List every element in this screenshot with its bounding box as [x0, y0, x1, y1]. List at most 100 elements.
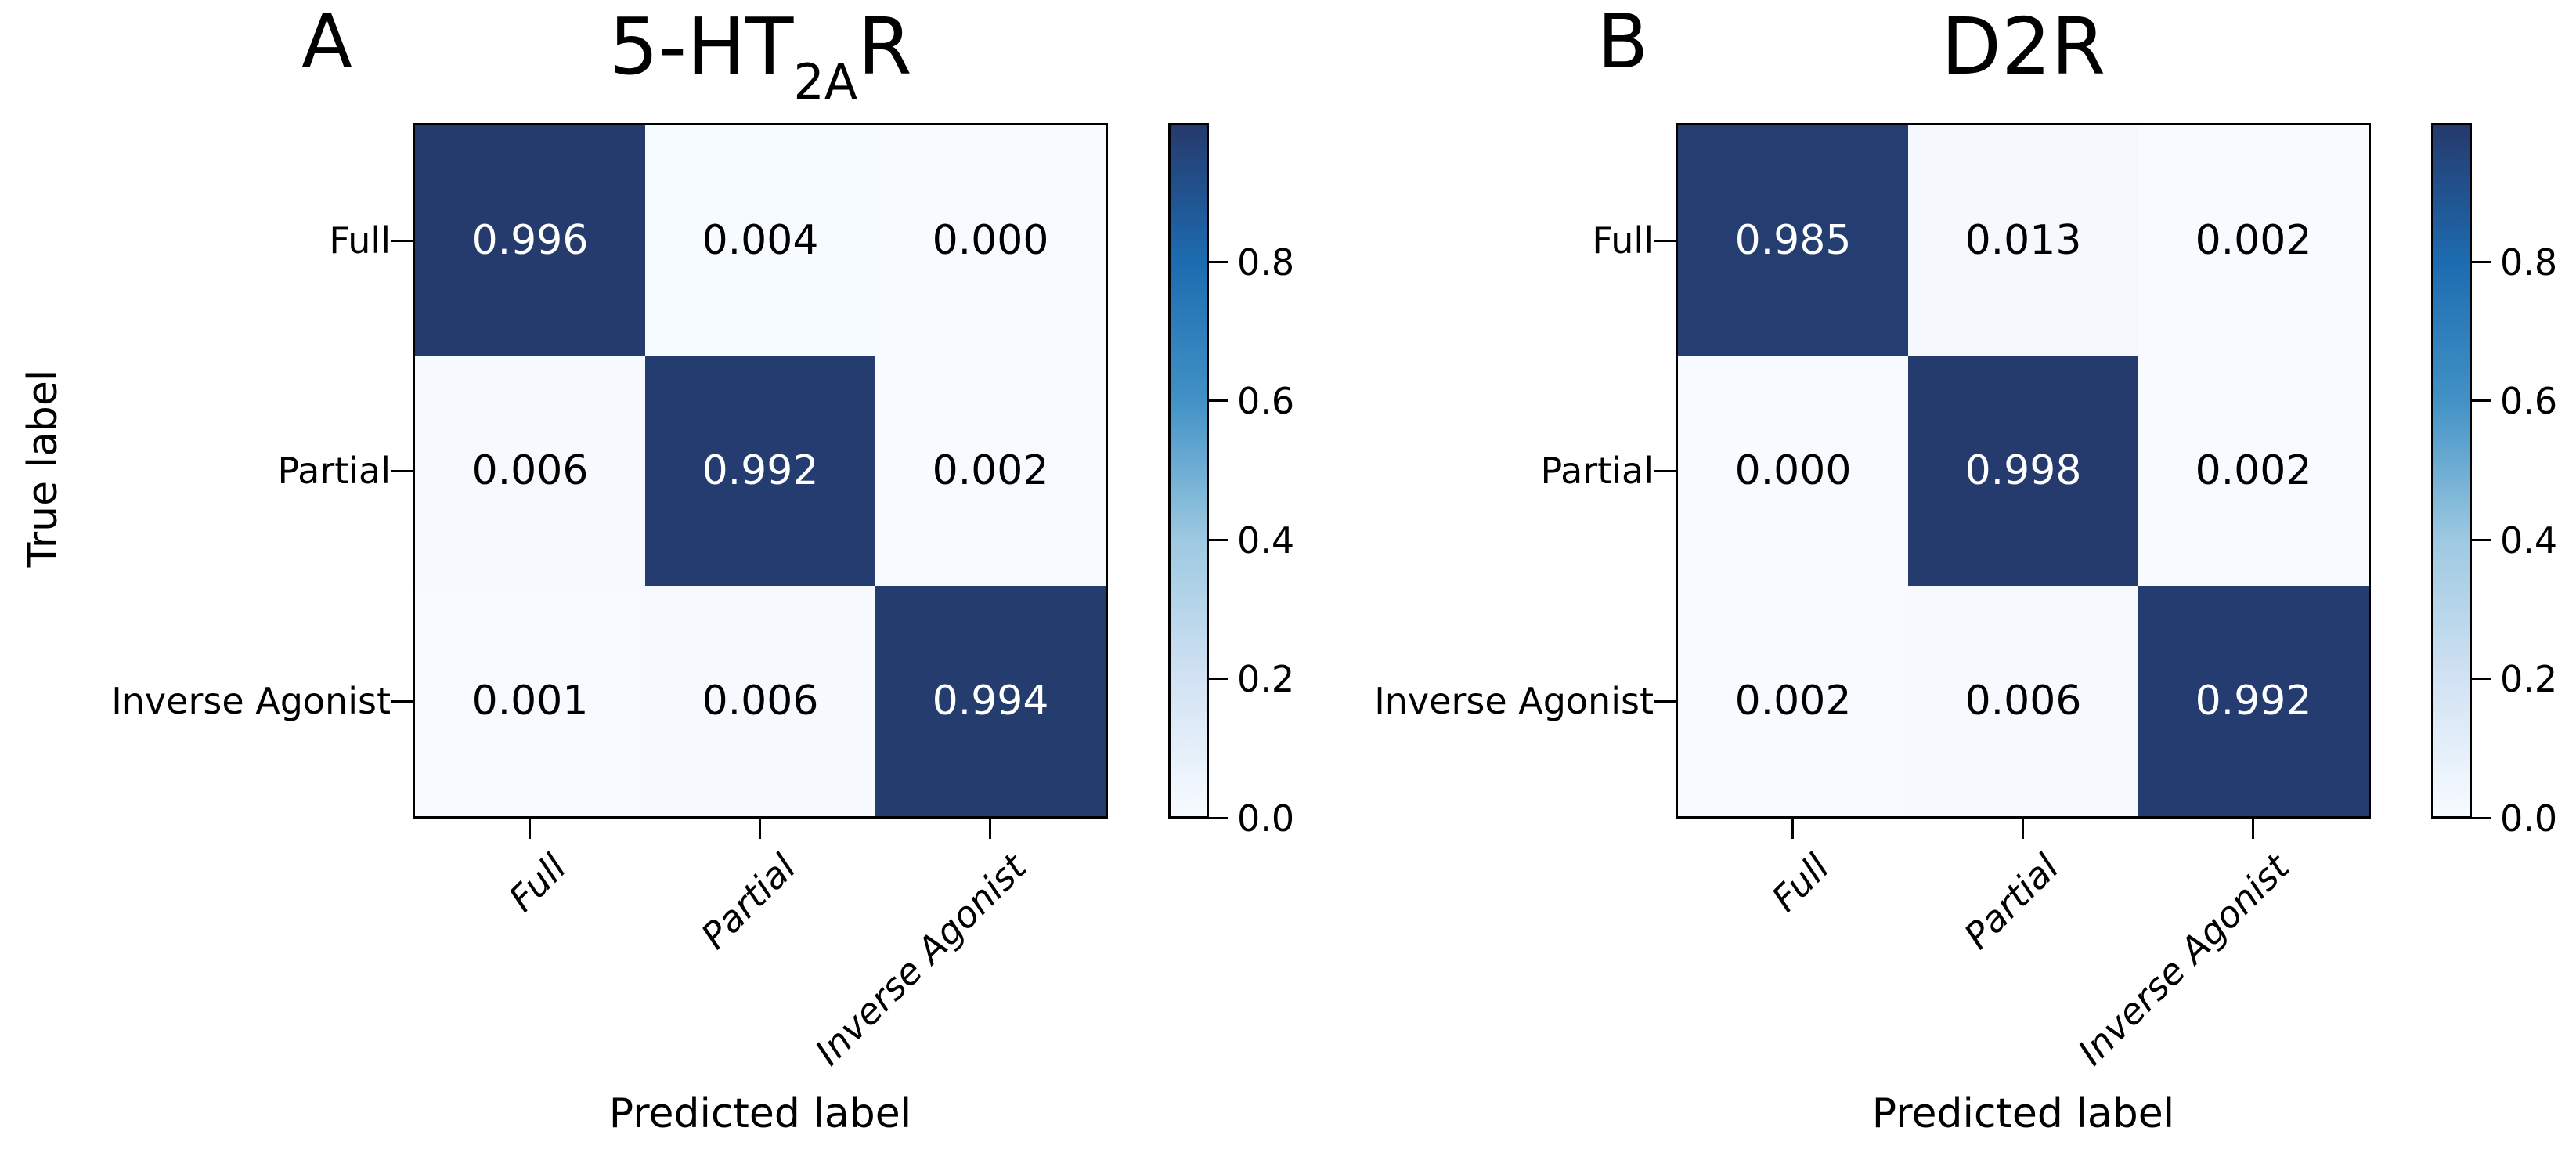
cell-value: 0.998	[1964, 447, 2082, 494]
matrix-cell: 0.998	[1908, 356, 2138, 586]
cell-value: 0.006	[702, 678, 819, 725]
y-tick-label: Partial	[277, 450, 391, 492]
x-tick-label: Inverse Agonist	[2069, 846, 2298, 1074]
x-tick-label: Full	[1762, 846, 1838, 920]
cell-value: 0.001	[471, 678, 589, 725]
cell-value: 0.985	[1734, 217, 1852, 264]
colorbar-tick-label: 0.4	[2500, 519, 2558, 562]
title-subscript: 2A	[793, 53, 858, 110]
title-suffix: R	[857, 1, 912, 92]
y-tick-mark	[1654, 700, 1676, 703]
colorbar-tick-label: 0.8	[2500, 240, 2558, 284]
cell-value: 0.013	[1964, 217, 2082, 264]
x-tick-label: Partial	[1956, 846, 2068, 957]
cell-value: 0.992	[2195, 678, 2312, 725]
x-tick-mark	[989, 819, 991, 839]
panel-letter: B	[1597, 0, 1649, 85]
cell-value: 0.002	[2195, 217, 2312, 264]
colorbar-ticks: 0.8 0.6 0.4 0.2 0.0	[2472, 123, 2576, 840]
matrix-cell: 0.002	[2138, 356, 2369, 586]
y-tick-label: Inverse Agonist	[111, 680, 391, 722]
colorbar-tick-label: 0.2	[1237, 658, 1295, 701]
colorbar-tick-mark	[2472, 260, 2491, 263]
confusion-matrix: 0.985 0.013 0.002 0.000 0.998 0.002 0.00…	[1676, 123, 2371, 819]
matrix-cell: 0.006	[645, 586, 875, 816]
colorbar-tick-label: 0.0	[2500, 797, 2558, 840]
matrix-cell: 0.006	[1908, 586, 2138, 816]
colorbar-ticks: 0.8 0.6 0.4 0.2 0.0	[1209, 123, 1366, 840]
colorbar-tick-mark	[1209, 817, 1228, 819]
colorbar-tick-mark	[1209, 260, 1228, 263]
cell-value: 0.006	[471, 447, 589, 494]
x-tick-label: Inverse Agonist	[806, 846, 1035, 1074]
x-tick-mark	[2022, 819, 2024, 839]
matrix-cell: 0.000	[1678, 356, 1908, 586]
panel-letter: A	[301, 0, 352, 85]
colorbar	[2431, 123, 2472, 819]
matrix-cell: 0.985	[1678, 125, 1908, 356]
colorbar	[1168, 123, 1209, 819]
cell-value: 0.004	[702, 217, 819, 264]
colorbar-tick-label: 0.6	[1237, 380, 1295, 423]
matrix-cell: 0.992	[645, 356, 875, 586]
matrix-cell: 0.001	[415, 586, 645, 816]
y-axis-label: True label	[20, 369, 67, 568]
cell-value: 0.002	[1734, 678, 1852, 725]
matrix-cell: 0.992	[2138, 586, 2369, 816]
y-tick-mark	[1654, 240, 1676, 242]
y-axis-label	[1283, 123, 1329, 814]
matrix-cell: 0.994	[875, 586, 1106, 816]
x-tick-label: Full	[500, 846, 575, 920]
colorbar-tick-label: 0.8	[1237, 240, 1295, 284]
colorbar-tick-mark	[1209, 399, 1228, 403]
x-tick-label: Partial	[693, 846, 805, 957]
cell-value: 0.002	[2195, 447, 2312, 494]
cell-value: 0.994	[932, 678, 1049, 725]
x-tick-mark	[759, 819, 761, 839]
matrix-cell: 0.002	[2138, 125, 2369, 356]
colorbar-tick-mark	[1209, 538, 1228, 541]
y-tick-label: Full	[1592, 219, 1654, 262]
cell-value: 0.002	[932, 447, 1049, 494]
y-tick-label: Full	[329, 219, 391, 262]
cell-value: 0.996	[471, 217, 589, 264]
matrix-cell: 0.002	[1678, 586, 1908, 816]
matrix-cell: 0.013	[1908, 125, 2138, 356]
colorbar-tick-label: 0.0	[1237, 797, 1295, 840]
panel-title: 5-HT2AR	[413, 1, 1108, 110]
matrix-cell: 0.996	[415, 125, 645, 356]
cell-value: 0.992	[702, 447, 819, 494]
colorbar-tick-label: 0.2	[2500, 658, 2558, 701]
colorbar-tick-label: 0.6	[2500, 380, 2558, 423]
x-tick-mark	[2252, 819, 2254, 839]
x-axis-label: Predicted label	[1871, 1090, 2175, 1137]
colorbar-tick-mark	[2472, 678, 2491, 681]
matrix-cell: 0.006	[415, 356, 645, 586]
y-tick-mark	[1654, 470, 1676, 472]
y-tick-label: Inverse Agonist	[1374, 680, 1654, 722]
cell-value: 0.000	[1734, 447, 1852, 494]
y-tick-mark	[391, 700, 413, 703]
title-text: 5-HT	[608, 1, 794, 92]
matrix-cell: 0.000	[875, 125, 1106, 356]
x-axis-label: Predicted label	[608, 1090, 912, 1137]
panel-b: B D2R Full Partial Inverse Agonist 0.985…	[1263, 0, 2576, 1160]
colorbar-tick-mark	[2472, 538, 2491, 541]
y-tick-mark	[391, 240, 413, 242]
matrix-cell: 0.002	[875, 356, 1106, 586]
confusion-matrix: 0.996 0.004 0.000 0.006 0.992 0.002 0.00…	[413, 123, 1108, 819]
panel-title: D2R	[1676, 2, 2371, 92]
cell-value: 0.006	[1964, 678, 2082, 725]
colorbar-tick-mark	[1209, 678, 1228, 681]
colorbar-tick-label: 0.4	[1237, 519, 1295, 562]
y-tick-label: Partial	[1540, 450, 1654, 492]
matrix-cell: 0.004	[645, 125, 875, 356]
y-tick-mark	[391, 470, 413, 472]
x-tick-mark	[1791, 819, 1794, 839]
cell-value: 0.000	[932, 217, 1049, 264]
colorbar-tick-mark	[2472, 817, 2491, 819]
colorbar-tick-mark	[2472, 399, 2491, 403]
title-text: D2R	[1940, 1, 2106, 92]
